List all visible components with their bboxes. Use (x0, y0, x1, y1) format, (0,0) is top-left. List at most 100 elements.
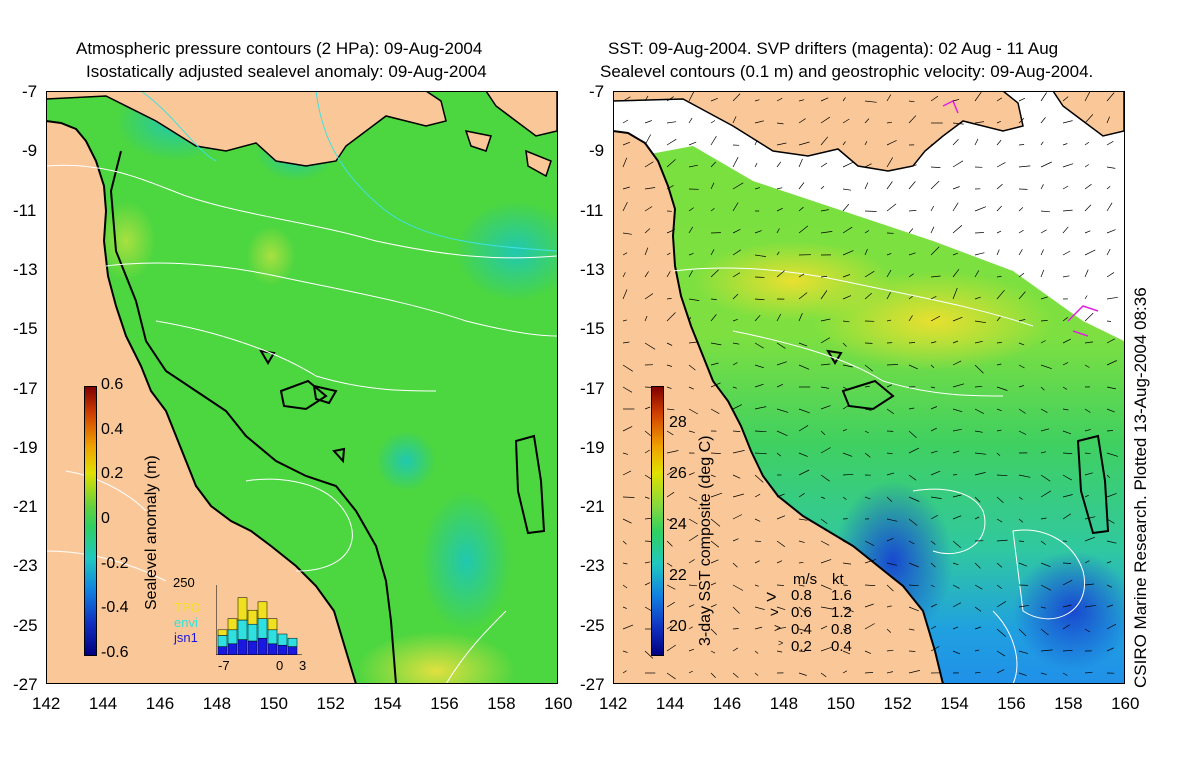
velocity-arrow (886, 121, 893, 124)
velocity-arrow (820, 290, 828, 300)
velocity-arrow (864, 452, 871, 458)
drifter-track (1067, 305, 1099, 337)
velocity-arrow (1062, 250, 1071, 256)
velocity-arrow (886, 157, 894, 168)
inset-legend-envi: envi (174, 615, 198, 630)
velocity-arrow (644, 342, 656, 350)
velocity-arrow (908, 364, 918, 370)
velocity-arrow (1084, 583, 1095, 586)
velocity-arrow (688, 604, 695, 608)
velocity-arrow (666, 96, 674, 102)
velocity-arrow (974, 320, 987, 324)
velocity-arrow (776, 430, 788, 437)
velocity-arrow (754, 406, 767, 410)
velocity-arrow (1106, 272, 1115, 278)
velocity-arrow (974, 496, 981, 503)
velocity-arrow (776, 142, 787, 146)
y-tick-label: -21 (580, 497, 605, 517)
velocity-arrow (930, 603, 937, 608)
velocity-arrow (1084, 269, 1089, 278)
velocity-arrow (952, 316, 963, 322)
velocity-arrow (886, 472, 895, 476)
sealevel-anomaly-map[interactable] (46, 91, 557, 684)
velocity-arrow (996, 539, 1008, 542)
velocity-arrow (930, 142, 936, 146)
velocity-arrow (952, 139, 959, 146)
y-tick-label: -17 (13, 378, 38, 398)
velocity-arrow (1062, 494, 1073, 498)
velocity-arrow (732, 93, 741, 102)
velocity-arrow (732, 672, 739, 678)
velocity-arrow (930, 364, 935, 369)
inset-bar-jsn1 (277, 644, 288, 656)
velocity-scale-kt: 0.8 (831, 621, 852, 638)
velocity-arrow (820, 97, 829, 102)
velocity-arrow (842, 386, 850, 391)
velocity-arrow (688, 472, 695, 476)
sst-map[interactable] (613, 91, 1124, 684)
altimeter-inset (215, 585, 302, 656)
velocity-arrow (886, 319, 892, 322)
velocity-arrow (996, 496, 1004, 504)
velocity-scale-kt: 1.6 (831, 587, 852, 604)
velocity-arrow (1040, 517, 1047, 520)
velocity-arrow (952, 408, 963, 413)
velocity-arrow (1040, 92, 1047, 102)
velocity-arrow (732, 386, 737, 389)
velocity-arrow (710, 474, 716, 478)
velocity-arrow (1040, 269, 1045, 278)
velocity-arrow (1018, 144, 1025, 146)
velocity-arrow (1106, 229, 1116, 234)
velocity-arrow (754, 383, 764, 388)
velocity-arrow (842, 628, 848, 632)
inset-ymax-label: 250 (173, 575, 195, 590)
velocity-arrow (776, 97, 783, 102)
velocity-arrow (1062, 604, 1072, 608)
velocity-arrow (1018, 272, 1025, 278)
velocity-arrow (1018, 291, 1026, 300)
velocity-arrow (688, 648, 695, 652)
velocity-arrow (1106, 452, 1119, 457)
velocity-arrow (952, 540, 961, 548)
velocity-arrow (732, 562, 738, 568)
velocity-arrow (1040, 386, 1045, 391)
velocity-arrow (952, 650, 961, 655)
velocity-arrow (974, 408, 984, 414)
velocity-arrow (776, 228, 780, 234)
velocity-arrow (622, 518, 632, 524)
velocity-arrow (798, 469, 810, 476)
velocity-arrow (732, 493, 744, 498)
velocity-arrow (1106, 604, 1114, 608)
velocity-arrow (688, 270, 693, 278)
velocity-arrow (930, 246, 940, 256)
velocity-arrow (952, 474, 958, 476)
left-colorbar-label: Sealevel anomaly (m) (143, 455, 160, 610)
velocity-arrow (820, 625, 828, 630)
velocity-arrow (732, 404, 742, 410)
velocity-arrow (710, 518, 721, 527)
velocity-arrow (996, 429, 1002, 432)
velocity-arrow (1040, 408, 1048, 413)
velocity-arrow (996, 139, 1002, 146)
velocity-arrow (622, 272, 626, 278)
velocity-arrow (710, 604, 717, 608)
velocity-arrow (688, 207, 694, 212)
velocity-arrow (644, 228, 651, 234)
velocity-arrow (952, 515, 962, 520)
inset-bar-jsn1 (227, 643, 238, 656)
velocity-arrow (1084, 472, 1093, 476)
velocity-arrow (1018, 496, 1023, 500)
velocity-arrow (1040, 649, 1053, 652)
velocity-scale-ms: 0.4 (791, 621, 812, 638)
velocity-arrow (666, 185, 674, 190)
velocity-arrow (930, 341, 937, 344)
left-colorbar-tick: 0.2 (101, 465, 124, 483)
y-tick-label: -25 (13, 615, 38, 635)
velocity-arrow (842, 295, 852, 300)
velocity-arrow (1018, 518, 1024, 523)
velocity-arrow (1018, 97, 1026, 102)
velocity-arrow (952, 268, 960, 278)
velocity-arrow (930, 562, 936, 568)
velocity-arrow (732, 606, 740, 614)
velocity-arrow (710, 97, 718, 102)
